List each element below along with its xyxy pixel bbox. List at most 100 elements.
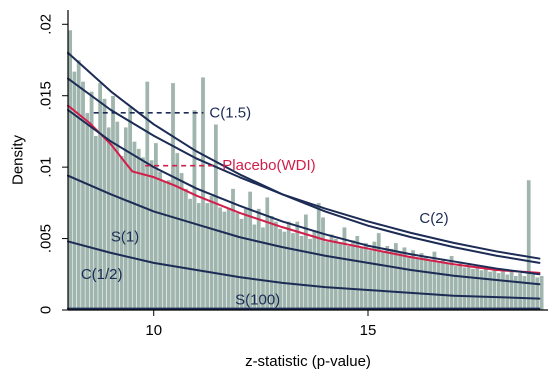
curve-s-1 <box>67 174 541 286</box>
y-tick-label: 0 <box>38 306 55 314</box>
curve-c-1-2 <box>67 240 541 300</box>
histogram-bar <box>479 269 484 311</box>
histogram-bar <box>504 274 510 311</box>
histogram-bar <box>462 266 467 311</box>
annotation-c-1-5: C(1.5) <box>209 104 251 121</box>
histogram-bar <box>457 261 463 311</box>
annotation-placebo-wdi: Placebo(WDI) <box>222 157 315 174</box>
histogram-bar <box>324 241 330 311</box>
histogram-bar <box>312 229 317 311</box>
histogram-bar <box>183 188 189 311</box>
histogram-bar <box>149 159 154 311</box>
histogram-bar <box>350 239 356 311</box>
histogram-bar <box>144 81 150 311</box>
histogram-bar <box>166 179 172 311</box>
histogram-bar <box>320 216 326 311</box>
histogram-bar <box>453 265 459 311</box>
histogram-bar <box>93 135 99 311</box>
histogram-bar <box>492 268 497 311</box>
histogram-bar <box>282 231 287 311</box>
histogram-bar <box>337 242 343 311</box>
histogram-bar <box>162 181 167 311</box>
histogram-bar <box>209 195 214 311</box>
curve-c-2 <box>67 77 541 260</box>
histogram-bar <box>123 126 129 311</box>
curve-placebo-wdi <box>67 104 541 274</box>
histogram-bar <box>522 275 527 311</box>
histogram-bar <box>539 275 544 311</box>
histogram-bar <box>474 265 480 311</box>
annotation-s-1: S(1) <box>111 229 139 246</box>
histogram-bar <box>440 258 446 311</box>
histogram-bar <box>389 248 394 311</box>
histogram-bar <box>72 71 77 311</box>
histogram-bar <box>419 252 424 311</box>
histogram-bar <box>132 141 137 311</box>
histogram-bar <box>226 208 232 311</box>
histogram-bar <box>346 245 352 311</box>
y-tick-label: .015 <box>38 81 55 110</box>
histogram-bar <box>157 171 163 311</box>
histogram-bar <box>372 241 377 311</box>
histogram-bar <box>333 238 339 311</box>
axis-ticks: 0 .005 .01 .015 .02 10 15 <box>38 14 377 339</box>
histogram-bar <box>444 262 450 311</box>
histogram-bar <box>509 271 514 311</box>
histogram-bar <box>170 82 176 311</box>
histogram-bar <box>367 249 373 311</box>
annotation-c-2: C(2) <box>419 210 448 227</box>
histogram-bar <box>196 202 202 311</box>
histogram-bar <box>294 221 300 311</box>
x-tick-label: 15 <box>360 322 377 339</box>
histogram-bar <box>534 276 540 311</box>
histogram-bar <box>406 255 412 311</box>
histogram-bar <box>307 238 313 311</box>
histogram-bar <box>187 198 193 311</box>
histogram-bar <box>363 242 369 311</box>
histogram-bar <box>140 156 146 311</box>
histogram-bar <box>470 268 476 311</box>
histogram-bar <box>500 269 506 311</box>
histogram-bar <box>127 106 133 311</box>
histogram-bar <box>299 235 304 311</box>
y-axis-title: Density <box>10 134 27 185</box>
histogram-bar <box>380 251 386 311</box>
histogram-bar <box>410 249 416 311</box>
histogram-bar <box>384 245 390 311</box>
histogram-bar <box>530 274 536 311</box>
histogram-bar <box>67 29 73 311</box>
y-tick-label: .02 <box>38 14 55 35</box>
histogram-bar <box>174 152 180 311</box>
histogram-bar <box>376 232 382 311</box>
histogram-bar <box>496 272 502 311</box>
histogram-bar <box>397 252 403 311</box>
histogram-bar <box>217 206 223 311</box>
x-axis-title: z-statistic (p-value) <box>245 353 371 370</box>
y-tick-label: .005 <box>38 224 55 253</box>
density-curves <box>67 51 541 310</box>
curve-c-1-5 <box>67 51 541 264</box>
histogram-bar <box>414 258 420 311</box>
axes <box>67 10 548 311</box>
histogram-bar <box>222 211 227 311</box>
histogram-bar <box>213 124 219 311</box>
histogram-bar <box>329 234 334 311</box>
histogram-bar <box>316 202 322 311</box>
histogram-bar <box>423 256 429 311</box>
histogram-bar <box>466 262 472 311</box>
histogram-bar <box>290 232 296 311</box>
series-annotations: C(1.5) Placebo(WDI) C(2) S(1) C(1/2) S(100) <box>81 104 449 308</box>
histogram-bar <box>487 271 493 311</box>
histogram-bar <box>517 272 523 311</box>
histogram-bar <box>436 261 442 311</box>
histogram-bar <box>483 266 489 311</box>
histogram-bar <box>179 172 184 311</box>
histogram-bar <box>427 259 433 311</box>
histogram-bar <box>286 221 292 311</box>
annotation-s-100: S(100) <box>235 292 280 309</box>
curve-unlabeled <box>67 109 541 276</box>
annotation-leaders <box>93 112 217 167</box>
histogram-bar <box>192 109 197 311</box>
y-tick-label: .01 <box>38 157 55 178</box>
